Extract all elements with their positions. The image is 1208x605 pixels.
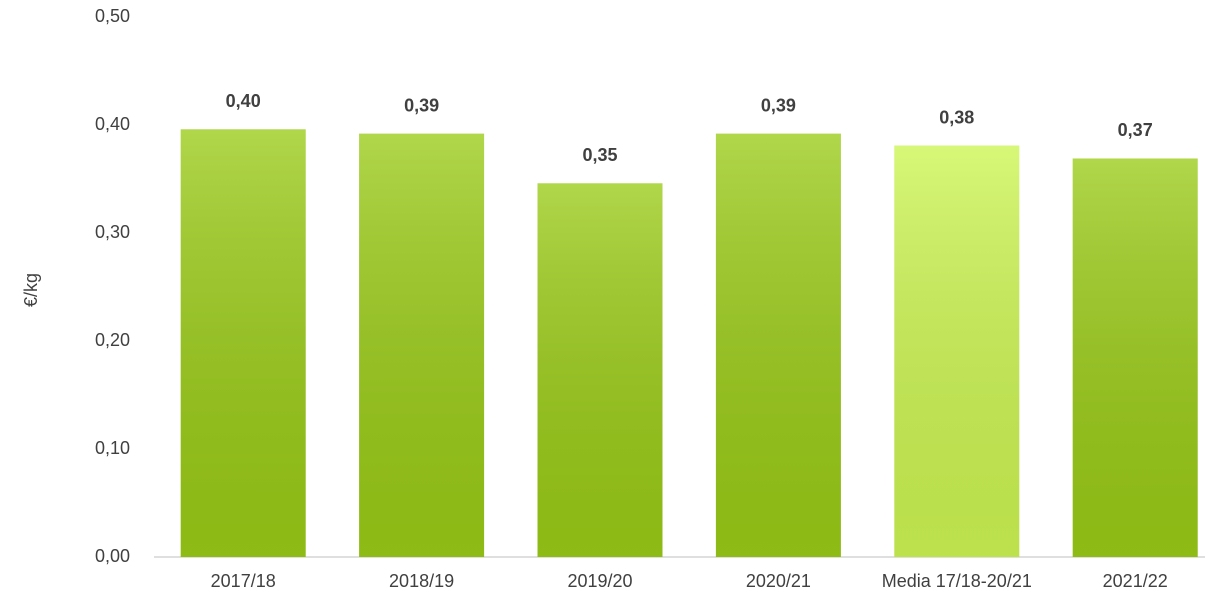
value-label: 0,37	[1118, 120, 1153, 140]
y-tick-label: 0,50	[95, 6, 130, 26]
y-tick-label: 0,20	[95, 330, 130, 350]
value-label: 0,39	[761, 95, 796, 115]
y-tick-label: 0,00	[95, 546, 130, 566]
value-label: 0,35	[582, 145, 617, 165]
x-tick-label: 2020/21	[746, 571, 811, 591]
bar-shade	[1072, 158, 1198, 558]
value-label: 0,40	[226, 91, 261, 111]
bar-shade	[180, 129, 306, 557]
value-label: 0,38	[939, 107, 974, 127]
value-label: 0,39	[404, 95, 439, 115]
bar-shade	[715, 133, 841, 557]
bar-shade	[537, 183, 663, 557]
y-axis-label: €/kg	[21, 273, 41, 307]
y-tick-label: 0,30	[95, 222, 130, 242]
x-tick-label: 2018/19	[389, 571, 454, 591]
x-tick-label: 2021/22	[1103, 571, 1168, 591]
bar-shade	[894, 145, 1020, 557]
x-tick-label: 2019/20	[567, 571, 632, 591]
bar-shade	[359, 133, 485, 557]
y-tick-label: 0,40	[95, 114, 130, 134]
x-tick-label: 2017/18	[211, 571, 276, 591]
y-tick-label: 0,10	[95, 438, 130, 458]
x-tick-label: Media 17/18-20/21	[882, 571, 1032, 591]
